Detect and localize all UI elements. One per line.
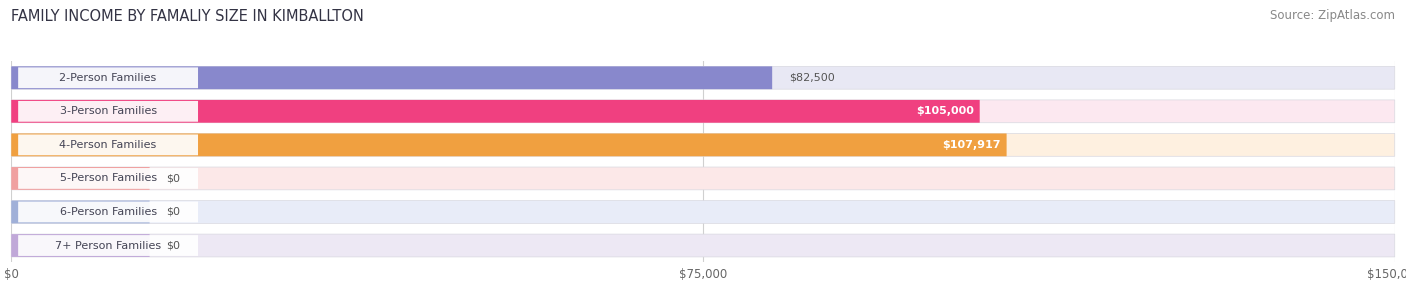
FancyBboxPatch shape bbox=[11, 234, 149, 257]
Text: $0: $0 bbox=[166, 207, 180, 217]
Text: $0: $0 bbox=[166, 174, 180, 183]
FancyBboxPatch shape bbox=[11, 167, 1395, 190]
Text: $0: $0 bbox=[166, 241, 180, 250]
Text: $107,917: $107,917 bbox=[942, 140, 1001, 150]
FancyBboxPatch shape bbox=[18, 235, 198, 256]
Text: 2-Person Families: 2-Person Families bbox=[59, 73, 156, 83]
FancyBboxPatch shape bbox=[11, 100, 980, 123]
Text: Source: ZipAtlas.com: Source: ZipAtlas.com bbox=[1270, 9, 1395, 22]
FancyBboxPatch shape bbox=[18, 202, 198, 222]
FancyBboxPatch shape bbox=[11, 167, 149, 190]
Text: FAMILY INCOME BY FAMALIY SIZE IN KIMBALLTON: FAMILY INCOME BY FAMALIY SIZE IN KIMBALL… bbox=[11, 9, 364, 24]
FancyBboxPatch shape bbox=[18, 101, 198, 122]
FancyBboxPatch shape bbox=[18, 135, 198, 155]
Text: 6-Person Families: 6-Person Families bbox=[59, 207, 156, 217]
Text: 3-Person Families: 3-Person Families bbox=[59, 106, 156, 116]
FancyBboxPatch shape bbox=[11, 66, 1395, 89]
FancyBboxPatch shape bbox=[11, 134, 1007, 156]
FancyBboxPatch shape bbox=[11, 201, 149, 223]
FancyBboxPatch shape bbox=[18, 67, 198, 88]
Text: 4-Person Families: 4-Person Families bbox=[59, 140, 156, 150]
Text: $82,500: $82,500 bbox=[789, 73, 835, 83]
FancyBboxPatch shape bbox=[11, 134, 1395, 156]
Text: 7+ Person Families: 7+ Person Families bbox=[55, 241, 162, 250]
FancyBboxPatch shape bbox=[11, 100, 1395, 123]
FancyBboxPatch shape bbox=[11, 234, 1395, 257]
Text: 5-Person Families: 5-Person Families bbox=[59, 174, 156, 183]
FancyBboxPatch shape bbox=[11, 201, 1395, 223]
Text: $105,000: $105,000 bbox=[917, 106, 974, 116]
FancyBboxPatch shape bbox=[18, 168, 198, 189]
FancyBboxPatch shape bbox=[11, 66, 772, 89]
